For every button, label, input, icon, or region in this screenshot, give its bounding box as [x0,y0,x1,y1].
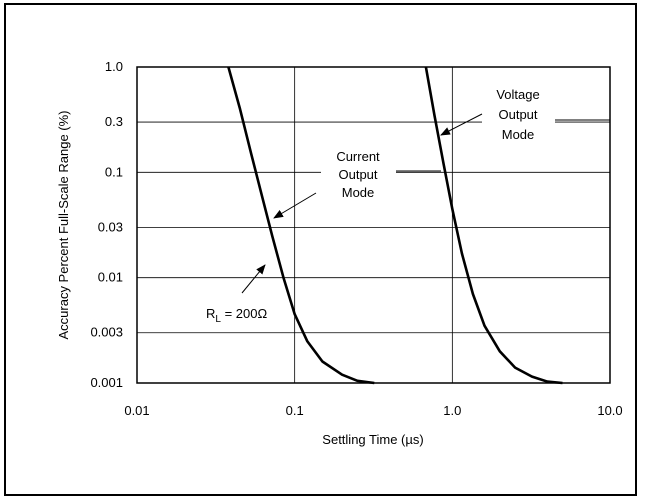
y-tick-label: 1.0 [105,59,123,74]
voltage-mode-label-line3: Mode [502,127,535,142]
rl-arrow [241,264,266,294]
voltage-mode-label-line1: Voltage [496,87,539,102]
y-tick-label: 0.001 [90,375,123,390]
y-tick-label: 0.01 [98,270,123,285]
series-line-2 [424,66,563,385]
voltage-mode-label-line2: Output [498,107,537,122]
x-tick-label: 1.0 [443,403,461,418]
series-line-1 [227,66,375,385]
y-tick-label: 0.003 [90,325,123,340]
annotations: Current Output Mode Voltage Output Mode … [206,82,610,325]
voltage-mode-arrow [440,113,483,136]
y-tick-labels: 1.0 0.3 0.1 0.03 0.01 0.003 0.001 [90,59,123,390]
x-tick-label: 10.0 [597,403,622,418]
rl-label: RL = 200Ω [206,306,267,325]
current-mode-label-line2: Output [338,167,377,182]
current-mode-arrow [273,192,317,219]
y-tick-label: 0.1 [105,164,123,179]
y-tick-label: 0.03 [98,219,123,234]
curves [227,66,563,385]
current-mode-label-line1: Current [336,149,380,164]
x-tick-labels: 0.01 0.1 1.0 10.0 [124,403,622,418]
x-tick-label: 0.01 [124,403,149,418]
x-axis-label: Settling Time (µs) [322,432,423,447]
y-tick-label: 0.3 [105,114,123,129]
y-axis-label: Accuracy Percent Full-Scale Range (%) [56,110,71,339]
current-mode-label-line3: Mode [342,185,375,200]
x-tick-label: 0.1 [286,403,304,418]
